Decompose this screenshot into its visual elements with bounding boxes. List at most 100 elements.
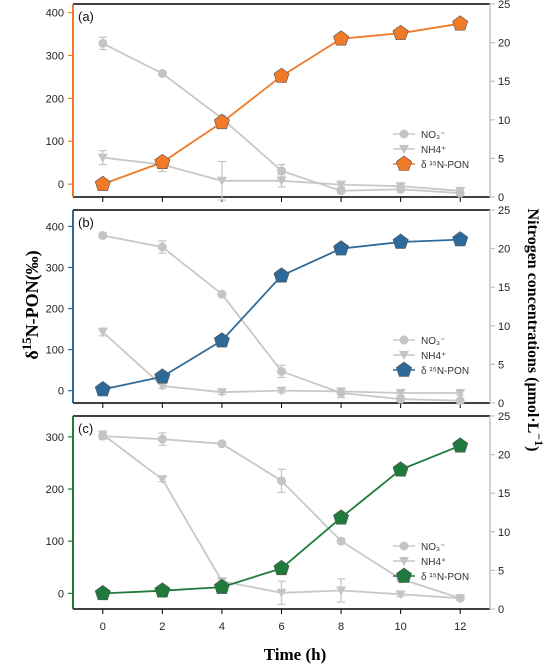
legend-label: NH4⁺ xyxy=(421,351,446,362)
legend-label: NH4⁺ xyxy=(421,557,446,568)
data-point xyxy=(277,166,286,176)
x-tick-label: 10 xyxy=(395,621,407,633)
data-point xyxy=(455,594,466,604)
data-point xyxy=(98,38,108,48)
left-tick-label: 100 xyxy=(46,536,64,548)
right-tick-label: 25 xyxy=(498,0,510,11)
data-point xyxy=(455,388,466,398)
data-point xyxy=(452,15,469,31)
right-tick-label: 10 xyxy=(498,321,510,333)
data-point xyxy=(336,387,347,397)
right-tick-label: 10 xyxy=(498,527,510,539)
legend-marker xyxy=(399,557,409,566)
legend-marker xyxy=(399,351,409,360)
data-point xyxy=(452,231,469,247)
right-tick-label: 20 xyxy=(498,244,510,256)
left-tick-label: 200 xyxy=(46,93,64,105)
data-point xyxy=(395,388,406,398)
data-point xyxy=(98,230,108,240)
data-point xyxy=(97,327,108,337)
data-point xyxy=(94,585,111,601)
left-tick-label: 200 xyxy=(46,484,64,496)
x-tick-label: 12 xyxy=(454,621,466,633)
data-point xyxy=(392,233,409,249)
data-point xyxy=(396,394,406,404)
data-point xyxy=(154,153,171,169)
x-axis-title: Time (h) xyxy=(264,645,327,664)
x-tick-label: 0 xyxy=(100,621,106,633)
left-tick-label: 400 xyxy=(46,8,64,20)
right-tick-label: 0 xyxy=(498,192,504,204)
data-point xyxy=(157,475,168,485)
left-tick-label: 300 xyxy=(46,50,64,62)
data-point xyxy=(97,153,108,163)
x-tick-label: 8 xyxy=(338,621,344,633)
legend-marker xyxy=(396,361,412,377)
data-point xyxy=(333,240,350,256)
left-tick-label: 0 xyxy=(58,386,64,398)
left-tick-label: 200 xyxy=(46,304,64,316)
right-tick-label: 25 xyxy=(498,411,510,423)
data-point xyxy=(217,439,227,449)
chart-panel-b: 0 100 200 300 400 0 5 10 15 20 25 (b) NO₃⁻ NH4⁺ δ ¹⁵N-… xyxy=(46,205,511,410)
panel-label: (b) xyxy=(78,215,94,230)
legend-marker xyxy=(399,335,409,345)
left-tick-label: 300 xyxy=(46,262,64,274)
chart-panel-a: 0 100 200 300 400 0 5 10 15 20 25 (a) NO₃⁻ NH4⁺ δ ¹⁵N-… xyxy=(46,0,511,204)
legend-marker xyxy=(399,541,409,551)
legend-label: NH4⁺ xyxy=(421,145,446,156)
data-point xyxy=(336,180,347,190)
data-point xyxy=(336,186,346,196)
data-point xyxy=(276,176,287,186)
left-tick-label: 300 xyxy=(46,432,64,444)
x-tick-label: 6 xyxy=(278,621,284,633)
right-tick-label: 20 xyxy=(498,38,510,50)
left-tick-label: 100 xyxy=(46,345,64,357)
x-tick-label: 2 xyxy=(159,621,165,633)
data-point xyxy=(273,559,290,576)
data-point xyxy=(213,114,230,130)
right-tick-label: 0 xyxy=(498,604,504,616)
left-tick-label: 0 xyxy=(58,588,64,600)
data-point xyxy=(94,175,111,191)
right-tick-label: 15 xyxy=(498,282,510,294)
left-tick-label: 100 xyxy=(46,136,64,148)
right-tick-label: 5 xyxy=(498,565,504,577)
data-point xyxy=(213,578,230,594)
data-point xyxy=(336,586,347,596)
legend-label: NO₃⁻ xyxy=(421,130,445,141)
data-point xyxy=(273,67,290,83)
data-point xyxy=(395,590,406,600)
data-point xyxy=(277,366,286,376)
legend-label: NO₃⁻ xyxy=(421,542,445,553)
legend-marker xyxy=(396,567,412,583)
left-axis-title: δ15N-PON(‰) xyxy=(19,250,43,359)
right-tick-label: 0 xyxy=(498,398,504,410)
data-point xyxy=(277,476,286,486)
right-tick-label: 25 xyxy=(498,205,510,217)
data-point xyxy=(157,434,167,444)
x-tick-label: 4 xyxy=(219,621,225,633)
data-point xyxy=(392,461,409,477)
data-point xyxy=(94,381,111,397)
data-point xyxy=(213,332,230,348)
data-point xyxy=(455,186,466,196)
data-point xyxy=(157,68,167,78)
right-tick-label: 5 xyxy=(498,153,504,165)
legend-marker xyxy=(399,145,409,154)
data-point xyxy=(157,242,167,252)
data-point xyxy=(455,396,465,406)
chart-panel-c: 0 100 200 300 0 5 10 15 20 25 (c) NO₃⁻ NH4⁺ δ ¹⁵N-PON xyxy=(46,411,511,616)
right-tick-label: 5 xyxy=(498,359,504,371)
data-point xyxy=(216,176,227,186)
data-point xyxy=(273,267,290,283)
legend-label: δ ¹⁵N-PON xyxy=(421,160,469,171)
right-tick-label: 15 xyxy=(498,488,510,500)
right-axis-title: Nitrogen concentrations (μmol·L−1) xyxy=(524,209,546,452)
data-point xyxy=(217,289,227,299)
right-tick-label: 10 xyxy=(498,115,510,127)
legend-marker xyxy=(399,129,409,139)
legend-label: NO₃⁻ xyxy=(421,336,445,347)
data-point xyxy=(336,536,346,546)
